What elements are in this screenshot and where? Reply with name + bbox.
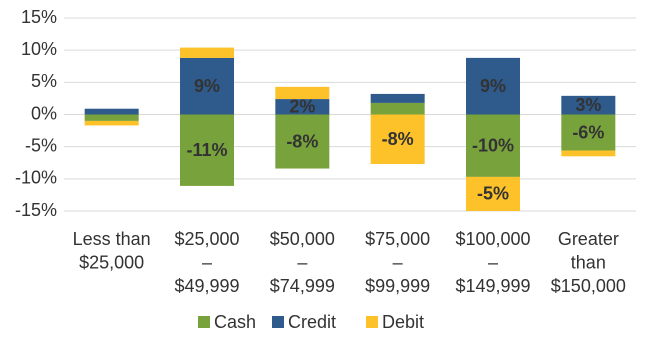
bar-segment: [275, 114, 330, 169]
y-tick-label: -15%: [15, 200, 57, 220]
x-tick-label: $50,000 – $74,999: [270, 229, 335, 296]
x-tick-label-line: $49,999: [174, 276, 239, 296]
x-tick-label-line: $50,000: [270, 229, 335, 249]
y-tick-label: -10%: [15, 168, 57, 188]
legend-swatch: [272, 316, 284, 328]
x-tick-label-line: –: [393, 252, 403, 272]
x-tick-label-line: $150,000: [551, 276, 626, 296]
x-tick-label-line: $99,999: [365, 276, 430, 296]
data-label: 3%: [575, 95, 601, 115]
bar-segment: [370, 114, 425, 165]
y-tick-label: 0%: [31, 103, 57, 123]
bar-segment: [561, 95, 616, 115]
x-tick-label-line: –: [488, 252, 498, 272]
bar-segment: [370, 93, 425, 103]
x-tick-label: $25,000 – $49,999: [174, 229, 239, 296]
bar-segment: [180, 57, 234, 115]
data-label: 9%: [194, 76, 220, 96]
bar-segment: [370, 102, 425, 115]
x-tick-label-line: Less than: [73, 229, 151, 249]
data-label: -8%: [286, 131, 318, 151]
x-tick-label-line: $75,000: [365, 229, 430, 249]
y-tick-label: 10%: [21, 39, 57, 59]
x-tick-label-line: $25,000: [174, 229, 239, 249]
x-tick-label-line: $25,000: [79, 252, 144, 272]
bar-segment: [561, 114, 616, 151]
x-tick-label-line: $100,000: [455, 229, 530, 249]
y-tick-label: 5%: [31, 71, 57, 91]
bar-segment: [466, 114, 520, 177]
bar-segment: [275, 99, 330, 115]
y-tick-label: 15%: [21, 7, 57, 27]
bar-segment: [84, 120, 139, 126]
y-tick-label: -5%: [25, 135, 57, 155]
bar-segment: [275, 86, 330, 100]
data-label: -11%: [186, 140, 227, 160]
data-label: -8%: [382, 129, 414, 149]
data-label: 9%: [480, 76, 506, 96]
x-tick-label-line: Greater: [558, 229, 619, 249]
x-tick-label: $75,000 – $99,999: [365, 229, 430, 296]
x-tick-label-line: than: [571, 252, 606, 272]
bar-segment: [180, 114, 234, 186]
x-tick-label: $100,000 – $149,999: [455, 229, 530, 296]
x-tick-label: Greater than $150,000: [551, 229, 626, 296]
data-label: 2%: [289, 97, 315, 117]
legend-swatch: [366, 316, 378, 328]
legend-label: Cash: [214, 312, 256, 332]
x-tick-label-line: –: [297, 252, 307, 272]
legend-label: Credit: [288, 312, 336, 332]
bar-segment: [84, 114, 139, 121]
x-tick-label-line: $74,999: [270, 276, 335, 296]
x-tick-label: Less than $25,000: [73, 229, 151, 273]
legend-label: Debit: [382, 312, 424, 332]
bar-segment: [561, 150, 616, 157]
bar-segment: [466, 176, 520, 211]
bar-segment: [84, 108, 139, 115]
x-tick-label-line: $149,999: [455, 276, 530, 296]
data-label: -5%: [477, 184, 509, 204]
data-label: -10%: [472, 135, 514, 155]
data-label: -6%: [572, 122, 604, 142]
bar-segment: [466, 57, 520, 115]
bar-segment: [180, 47, 234, 58]
legend-swatch: [198, 316, 210, 328]
x-tick-label-line: –: [202, 252, 212, 272]
